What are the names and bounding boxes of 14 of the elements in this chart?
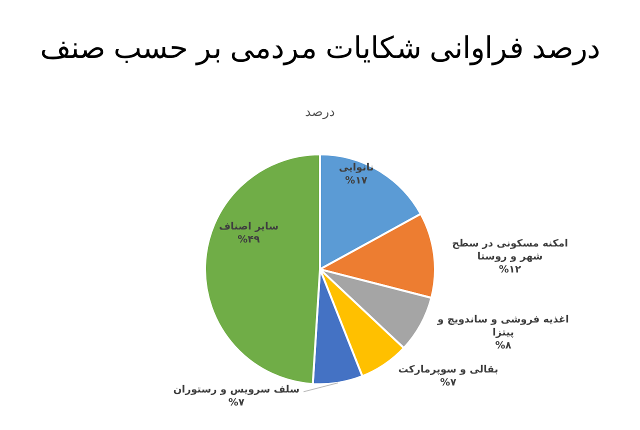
slice-label: بقالی و سوپرمارکت [398,364,498,376]
chart-subtitle: درصد [305,105,336,120]
data-label: %۷ [440,377,456,388]
data-label: %۱۷ [345,176,368,187]
chart-title: درصد فراوانی شکایات مردمی بر حسب صنف [39,30,602,68]
slice-label: نانوایی [338,162,374,174]
slice-label: سلف سرویس و رستوران [173,384,300,396]
data-label: %۴۹ [238,234,260,246]
data-label: %۱۲ [498,264,522,276]
data-label: %۸ [495,340,512,352]
slice-label: اغذیه فروشی و ساندویچ و پیتزا [436,314,569,339]
slice-label: سایر اصناف [218,222,279,233]
data-label: %۷ [228,397,244,408]
slice-label: امکنه مسکونی در سطح شهر و روستا [452,238,568,263]
